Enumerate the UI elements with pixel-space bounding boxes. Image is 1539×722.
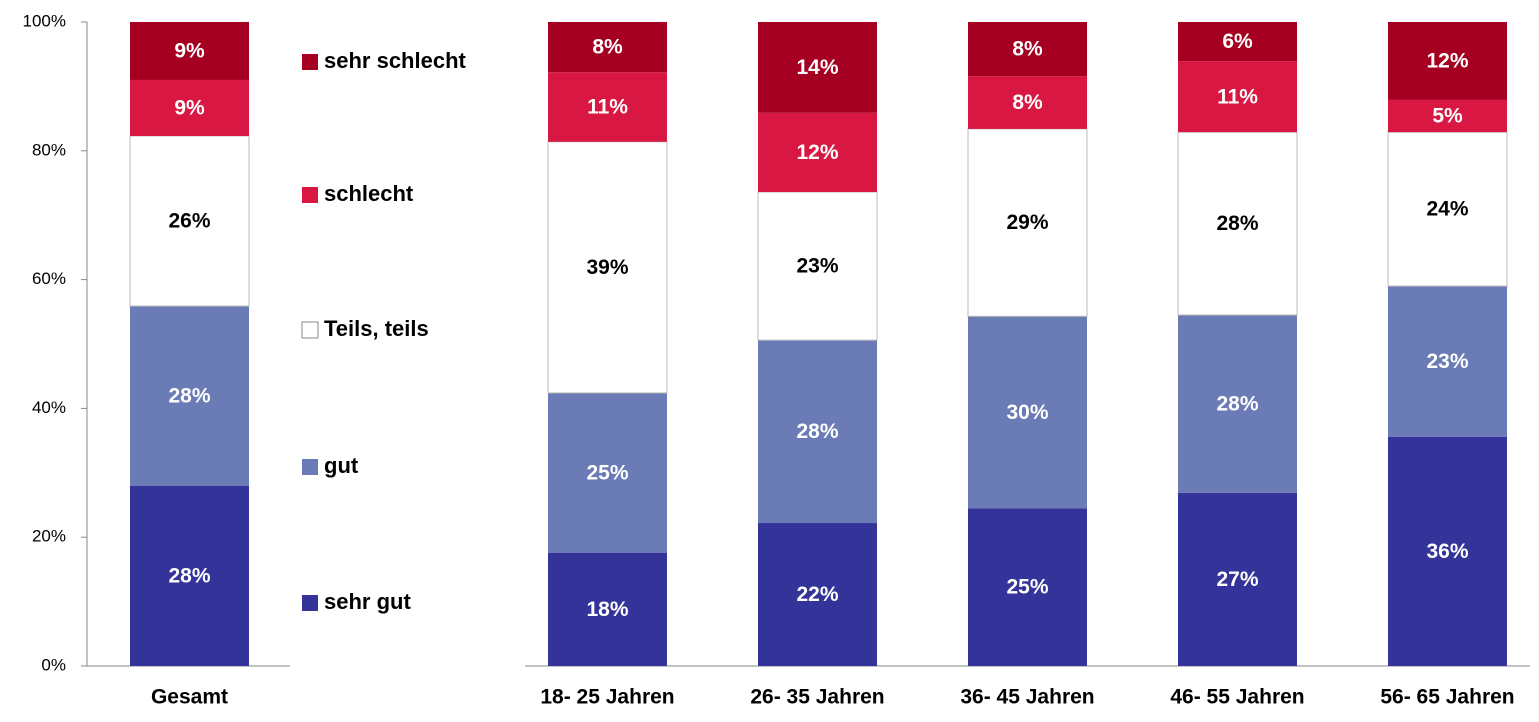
bar-segment	[547, 141, 668, 394]
data-label: 14%	[796, 56, 838, 79]
y-tick-label: 20%	[32, 527, 66, 546]
x-tick-label: 36- 45 Jahren	[960, 686, 1094, 709]
data-label: 27%	[1216, 568, 1258, 591]
data-label: 9%	[174, 40, 205, 63]
y-tick-label: 40%	[32, 398, 66, 417]
legend-label: schlecht	[324, 181, 414, 206]
data-label: 28%	[168, 564, 210, 587]
bar-segment	[548, 552, 667, 666]
data-label: 5%	[1432, 105, 1463, 128]
legend-label: sehr schlecht	[324, 48, 467, 73]
data-label: 29%	[1006, 211, 1048, 234]
data-label: 25%	[586, 461, 628, 484]
data-label: 8%	[1012, 38, 1043, 61]
x-tick-label: 46- 55 Jahren	[1170, 686, 1304, 709]
data-label: 23%	[1426, 350, 1468, 373]
legend-swatch	[302, 187, 318, 203]
bar-segment	[130, 485, 249, 666]
data-label: 11%	[1217, 85, 1258, 108]
data-label: 9%	[174, 97, 205, 120]
bar-segment	[1178, 315, 1297, 493]
bar-segment	[758, 22, 877, 113]
bar-segment	[130, 79, 249, 136]
bar-segment	[1388, 99, 1507, 133]
bar-segment	[1388, 22, 1507, 100]
bar-segment	[758, 340, 877, 524]
legend-label: sehr gut	[324, 589, 411, 614]
x-tick-label: 56- 65 Jahren	[1380, 686, 1514, 709]
x-tick-label: Gesamt	[151, 686, 228, 709]
legend-swatch	[302, 595, 318, 611]
x-tick-label: 26- 35 Jahren	[750, 686, 884, 709]
bar-segment	[968, 76, 1087, 129]
bar-segment	[1178, 22, 1297, 62]
bar-segment	[1177, 131, 1298, 316]
data-label: 22%	[796, 583, 838, 606]
data-label: 6%	[1222, 30, 1253, 53]
y-tick-label: 60%	[32, 269, 66, 288]
bar-segment	[548, 22, 667, 73]
data-label: 8%	[1012, 91, 1043, 114]
bar-segment	[1387, 131, 1508, 287]
bar-segment	[1178, 61, 1297, 133]
bar-segment	[968, 22, 1087, 77]
bar-segment	[968, 508, 1087, 666]
y-tick-label: 80%	[32, 140, 66, 159]
data-label: 28%	[1216, 212, 1258, 235]
legend-label: Teils, teils	[324, 316, 429, 341]
data-label: 12%	[1426, 50, 1468, 73]
bar-segment	[968, 316, 1087, 509]
bar-segment	[130, 306, 249, 486]
data-label: 12%	[796, 141, 838, 164]
bar-segment	[758, 523, 877, 666]
bar-segment	[130, 22, 249, 80]
data-label: 24%	[1426, 198, 1468, 221]
data-label: 11%	[587, 96, 628, 119]
data-label: 23%	[796, 255, 838, 278]
data-label: 30%	[1006, 401, 1048, 424]
bar-segment	[548, 72, 667, 142]
bar-segment	[1178, 492, 1297, 666]
bar-segment	[757, 191, 878, 341]
data-label: 18%	[586, 598, 628, 621]
y-tick-label: 100%	[23, 11, 66, 30]
data-label: 36%	[1426, 540, 1468, 563]
legend-swatch	[302, 459, 318, 475]
data-label: 28%	[1216, 392, 1258, 415]
bar-segment	[1388, 436, 1507, 666]
legend-label: gut	[324, 453, 359, 478]
data-label: 28%	[796, 420, 838, 443]
bar-segment	[967, 128, 1088, 317]
bar-segment	[129, 135, 250, 307]
data-label: 26%	[168, 210, 210, 233]
bar-segment	[1388, 286, 1507, 437]
bar-segment	[548, 392, 667, 553]
legend-swatch	[301, 321, 319, 339]
data-label: 25%	[1006, 576, 1048, 599]
data-label: 8%	[592, 36, 623, 59]
data-label: 39%	[586, 256, 628, 279]
bar-segment	[758, 112, 877, 193]
y-tick-label: 0%	[41, 655, 66, 674]
x-tick-label: 18- 25 Jahren	[540, 686, 674, 709]
data-label: 28%	[168, 384, 210, 407]
legend-swatch	[302, 54, 318, 70]
